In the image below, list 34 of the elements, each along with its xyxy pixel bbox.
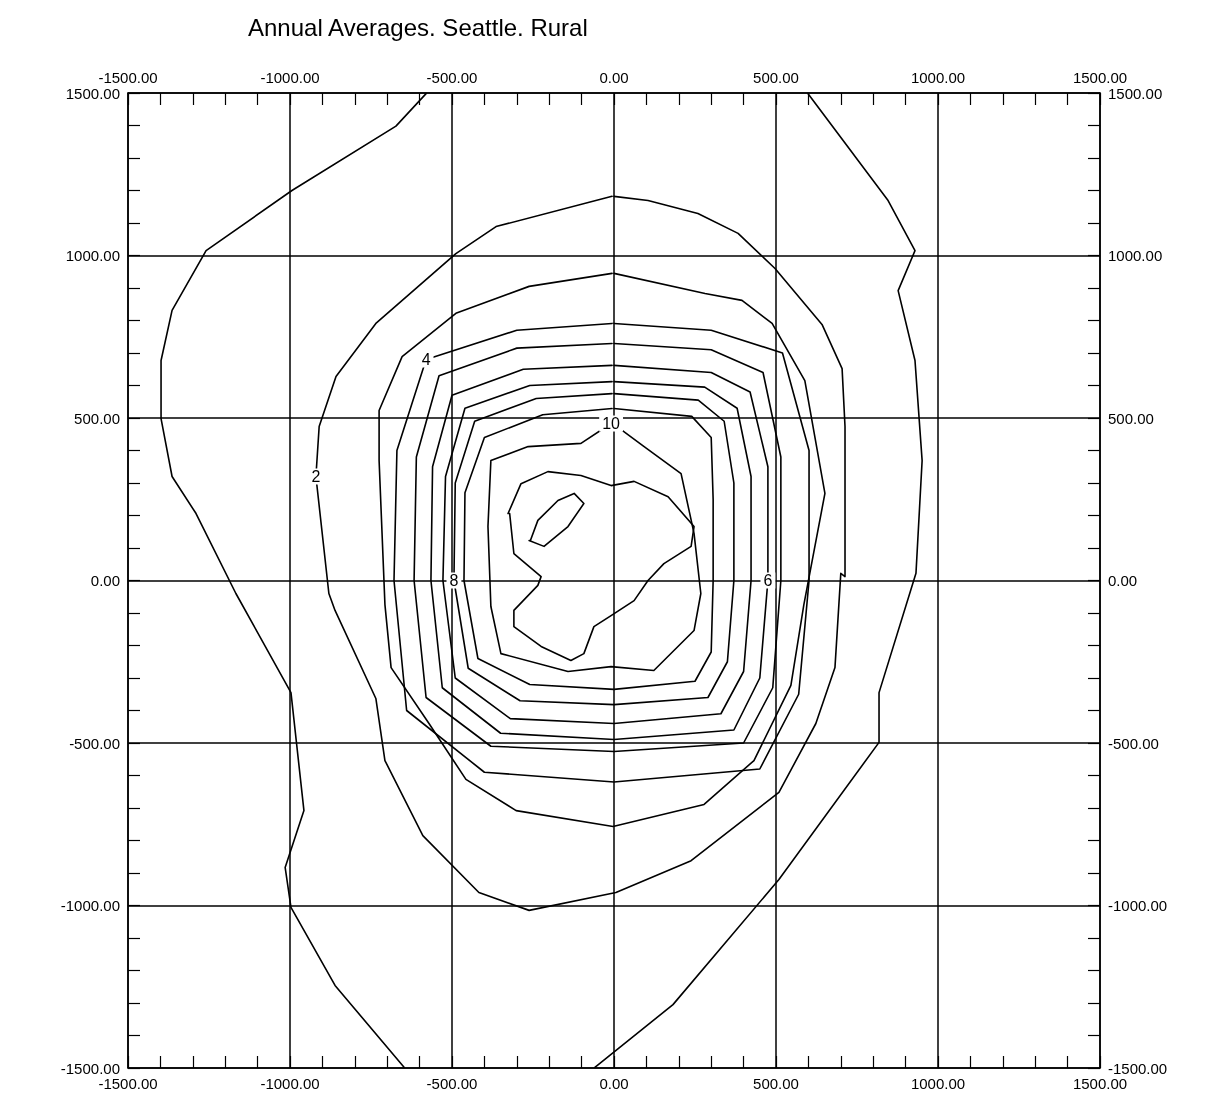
x2-tick-label: -1000.00: [260, 69, 320, 86]
y-tick-label: -500.00: [69, 734, 120, 752]
x2-tick-label: 0.00: [599, 69, 629, 86]
y2-tick-label: -500.00: [1108, 734, 1159, 752]
x-tick-label: 500.00: [753, 1075, 799, 1092]
x-tick-label: -500.00: [426, 1075, 478, 1092]
x2-tick-label: 1500.00: [1072, 69, 1128, 86]
series-label: 6: [763, 572, 773, 589]
y-tick-label: 500.00: [74, 409, 120, 427]
y-tick-label: 0.00: [90, 572, 120, 589]
x2-tick-label: -500.00: [426, 69, 478, 86]
x-tick-label: 1000.00: [910, 1075, 966, 1092]
x-tick-label: 1500.00: [1072, 1075, 1128, 1092]
x-tick-label: -1000.00: [260, 1075, 320, 1092]
x-tick-label: 0.00: [599, 1075, 629, 1092]
line-series: [528, 492, 585, 548]
x2-tick-label: 500.00: [753, 69, 799, 86]
x2-tick-label: -1500.00: [98, 69, 158, 86]
y-tick-label: 1500.00: [65, 84, 120, 102]
series-label: 8: [449, 572, 459, 589]
y2-tick-label: 0.00: [1108, 572, 1138, 589]
y-tick-label: -1000.00: [60, 897, 120, 914]
series-label: 4: [421, 351, 431, 368]
y-tick-label: 1000.00: [65, 247, 120, 264]
y2-tick-label: 1000.00: [1108, 247, 1163, 264]
chart-title: Annual Averages. Seattle. Rural: [248, 13, 588, 41]
y2-tick-label: 1500.00: [1108, 84, 1163, 102]
y2-tick-label: -1500.00: [1108, 1059, 1168, 1077]
x2-tick-label: 1000.00: [910, 69, 966, 86]
x-tick-label: -1500.00: [98, 1075, 158, 1092]
y2-tick-label: 500.00: [1108, 409, 1154, 427]
series-label: 2: [311, 468, 321, 485]
y-tick-label: -1500.00: [60, 1059, 120, 1077]
y2-tick-label: -1000.00: [1108, 897, 1168, 914]
